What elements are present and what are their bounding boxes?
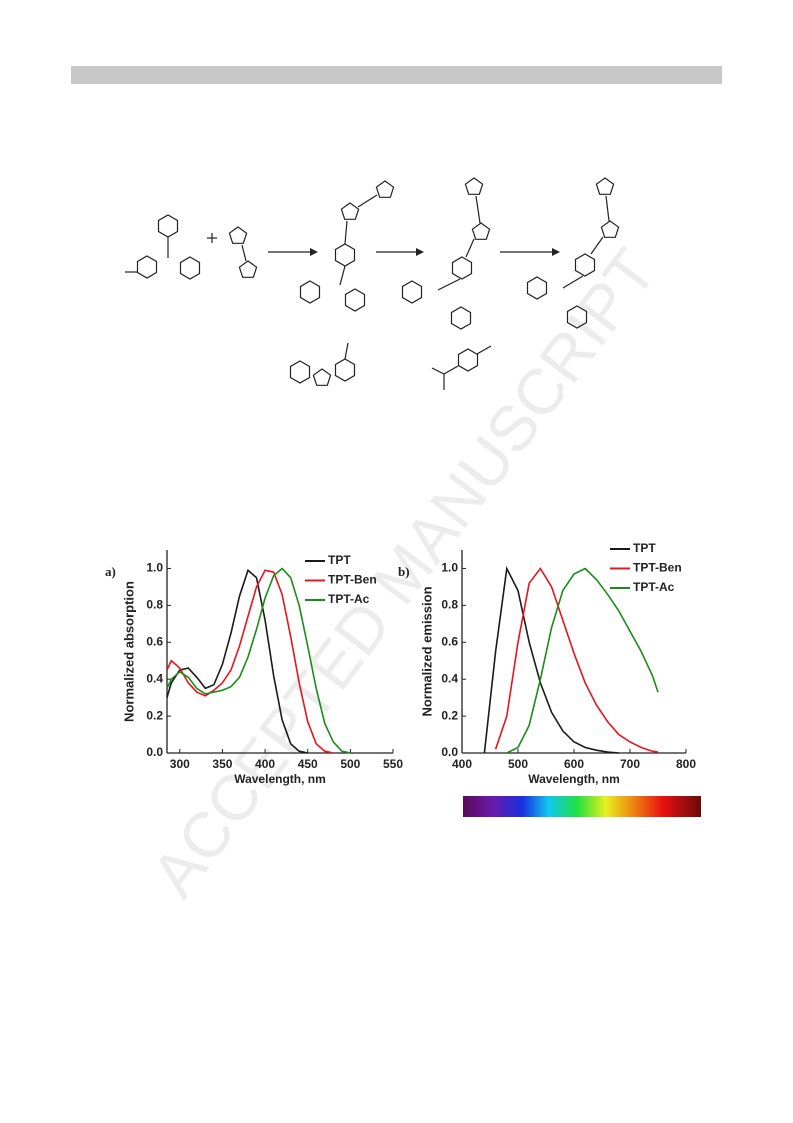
line-series [166, 568, 308, 754]
x-tick-label: 300 [170, 757, 190, 771]
x-tick-label: 350 [212, 757, 232, 771]
y-tick-label: 0.2 [146, 708, 163, 722]
legend-label: TPT [328, 553, 351, 567]
y-tick-label: 0.4 [146, 671, 163, 685]
x-axis-label: Wavelength, nm [528, 772, 620, 786]
line-series [506, 567, 659, 754]
x-tick-label: 500 [508, 757, 528, 771]
legend-label: TPT-Ac [328, 592, 370, 606]
legend-label: TPT-Ben [328, 573, 377, 587]
panel-label: b) [398, 564, 410, 579]
y-tick-label: 0.8 [146, 598, 163, 612]
x-tick-label: 550 [383, 757, 403, 771]
y-tick-label: 0.4 [441, 671, 458, 685]
x-tick-label: 700 [620, 757, 640, 771]
x-axis-label: Wavelength, nm [234, 772, 326, 786]
panel-label: a) [105, 564, 116, 579]
legend-label: TPT [633, 541, 656, 555]
y-tick-label: 1.0 [146, 561, 163, 575]
y-tick-label: 0.2 [441, 708, 458, 722]
y-tick-label: 0.0 [441, 745, 458, 759]
color-spectrum [463, 796, 701, 817]
x-tick-label: 450 [298, 757, 318, 771]
y-tick-label: 0.6 [146, 634, 163, 648]
y-axis-label: Normalized absorption [121, 581, 136, 722]
y-tick-label: 1.0 [441, 561, 458, 575]
y-axis-label: Normalized emission [419, 586, 434, 716]
x-tick-label: 400 [452, 757, 472, 771]
x-tick-label: 400 [255, 757, 275, 771]
header-bar [71, 66, 722, 84]
line-series [166, 569, 334, 754]
x-tick-label: 600 [564, 757, 584, 771]
line-series [166, 567, 351, 754]
y-tick-label: 0.6 [441, 634, 458, 648]
legend-label: TPT-Ben [633, 561, 682, 575]
y-tick-label: 0.0 [146, 745, 163, 759]
legend-label: TPT-Ac [633, 580, 675, 594]
x-tick-label: 500 [340, 757, 360, 771]
line-series [483, 565, 619, 754]
reaction-scheme [125, 177, 620, 390]
y-tick-label: 0.8 [441, 598, 458, 612]
line-series [494, 567, 659, 753]
x-tick-label: 800 [676, 757, 696, 771]
